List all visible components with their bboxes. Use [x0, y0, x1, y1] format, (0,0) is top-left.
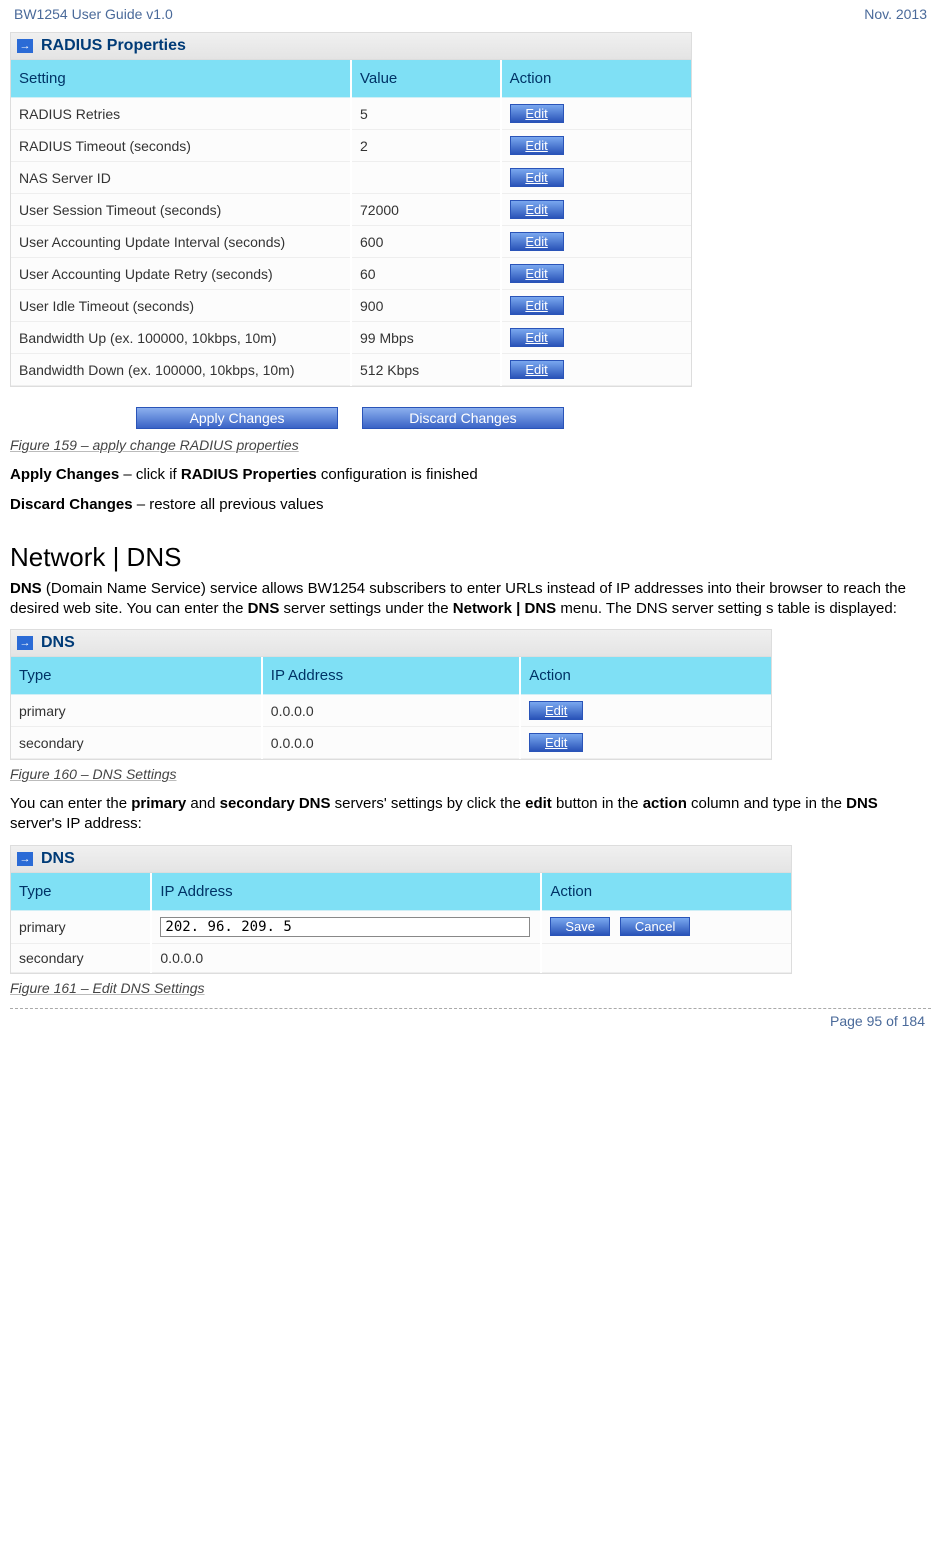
col-ip: IP Address [262, 657, 520, 695]
table-row: User Accounting Update Interval (seconds… [11, 226, 691, 258]
setting-value: 2 [351, 130, 501, 162]
discard-changes-bold: Discard Changes [10, 496, 133, 513]
apply-changes-button[interactable]: Apply Changes [136, 407, 338, 429]
setting-label: Bandwidth Down (ex. 100000, 10kbps, 10m) [11, 354, 351, 386]
setting-value: 72000 [351, 194, 501, 226]
edit-button[interactable]: Edit [529, 733, 583, 752]
dns-intro-text: DNS (Domain Name Service) service allows… [10, 579, 931, 620]
col-type: Type [11, 873, 151, 911]
setting-value: 60 [351, 258, 501, 290]
radius-table: Setting Value Action RADIUS Retries 5 Ed… [11, 60, 691, 386]
discard-changes-text: Discard Changes – restore all previous v… [10, 495, 931, 515]
table-row: RADIUS Retries 5 Edit [11, 98, 691, 130]
col-action: Action [541, 873, 791, 911]
arrow-icon: → [17, 636, 33, 650]
edit-button[interactable]: Edit [510, 264, 564, 283]
save-button[interactable]: Save [550, 917, 610, 936]
edit-button[interactable]: Edit [510, 136, 564, 155]
setting-label: RADIUS Retries [11, 98, 351, 130]
setting-value [351, 162, 501, 194]
setting-label: User Accounting Update Retry (seconds) [11, 258, 351, 290]
footer-separator [10, 1008, 931, 1009]
setting-value: 600 [351, 226, 501, 258]
cancel-button[interactable]: Cancel [620, 917, 690, 936]
doc-title: BW1254 User Guide v1.0 [14, 6, 173, 22]
table-row: primary 0.0.0.0 Edit [11, 695, 771, 727]
setting-label: RADIUS Timeout (seconds) [11, 130, 351, 162]
figure-caption-160: Figure 160 – DNS Settings [10, 766, 931, 782]
section-heading-network-dns: Network | DNS [10, 542, 931, 573]
dns-ip: 0.0.0.0 [262, 695, 520, 727]
arrow-icon: → [17, 852, 33, 866]
edit-button[interactable]: Edit [510, 168, 564, 187]
edit-button[interactable]: Edit [510, 104, 564, 123]
setting-value: 5 [351, 98, 501, 130]
table-row: User Session Timeout (seconds) 72000 Edi… [11, 194, 691, 226]
figure-caption-161: Figure 161 – Edit DNS Settings [10, 980, 931, 996]
panel-title-text: DNS [41, 634, 75, 652]
table-row: secondary 0.0.0.0 Edit [11, 727, 771, 759]
setting-label: User Idle Timeout (seconds) [11, 290, 351, 322]
apply-changes-bold: Apply Changes [10, 466, 119, 483]
dns-type: primary [11, 695, 262, 727]
panel-title: → DNS [11, 846, 791, 873]
setting-label: Bandwidth Up (ex. 100000, 10kbps, 10m) [11, 322, 351, 354]
dns-type: primary [11, 910, 151, 943]
table-row: secondary 0.0.0.0 [11, 943, 791, 972]
setting-value: 900 [351, 290, 501, 322]
col-value: Value [351, 60, 501, 98]
edit-button[interactable]: Edit [510, 232, 564, 251]
edit-button[interactable]: Edit [510, 296, 564, 315]
table-row: Bandwidth Down (ex. 100000, 10kbps, 10m)… [11, 354, 691, 386]
figure-caption-159: Figure 159 – apply change RADIUS propert… [10, 437, 931, 453]
table-row: Bandwidth Up (ex. 100000, 10kbps, 10m) 9… [11, 322, 691, 354]
col-ip: IP Address [151, 873, 541, 911]
col-type: Type [11, 657, 262, 695]
setting-label: User Session Timeout (seconds) [11, 194, 351, 226]
edit-button[interactable]: Edit [510, 360, 564, 379]
edit-button[interactable]: Edit [529, 701, 583, 720]
dns-edit-panel: → DNS Type IP Address Action primary [10, 845, 792, 974]
table-header-row: Setting Value Action [11, 60, 691, 98]
dns-panel: → DNS Type IP Address Action primary 0.0… [10, 629, 772, 760]
setting-label: NAS Server ID [11, 162, 351, 194]
edit-button[interactable]: Edit [510, 200, 564, 219]
dns-table: Type IP Address Action primary 0.0.0.0 E… [11, 657, 771, 759]
table-header-row: Type IP Address Action [11, 657, 771, 695]
doc-header: BW1254 User Guide v1.0 Nov. 2013 [10, 0, 931, 32]
apply-changes-text: Apply Changes – click if RADIUS Properti… [10, 465, 931, 485]
table-row: User Idle Timeout (seconds) 900 Edit [11, 290, 691, 322]
dns-type: secondary [11, 727, 262, 759]
table-row: RADIUS Timeout (seconds) 2 Edit [11, 130, 691, 162]
page-number: Page 95 of 184 [10, 1011, 931, 1039]
setting-value: 512 Kbps [351, 354, 501, 386]
dns-ip: 0.0.0.0 [151, 943, 541, 972]
table-row: primary Save Cancel [11, 910, 791, 943]
dns-ip-input[interactable] [160, 917, 530, 937]
col-action: Action [520, 657, 771, 695]
col-action: Action [501, 60, 691, 98]
panel-title: → DNS [11, 630, 771, 657]
table-header-row: Type IP Address Action [11, 873, 791, 911]
table-row: User Accounting Update Retry (seconds) 6… [11, 258, 691, 290]
edit-button[interactable]: Edit [510, 328, 564, 347]
radius-properties-panel: → RADIUS Properties Setting Value Action… [10, 32, 692, 387]
setting-label: User Accounting Update Interval (seconds… [11, 226, 351, 258]
discard-changes-button[interactable]: Discard Changes [362, 407, 564, 429]
dns-edit-table: Type IP Address Action primary Save Canc… [11, 873, 791, 973]
table-row: NAS Server ID Edit [11, 162, 691, 194]
dns-edit-instructions: You can enter the primary and secondary … [10, 794, 931, 835]
arrow-icon: → [17, 39, 33, 53]
panel-title-text: RADIUS Properties [41, 37, 186, 55]
setting-value: 99 Mbps [351, 322, 501, 354]
panel-title-text: DNS [41, 850, 75, 868]
col-setting: Setting [11, 60, 351, 98]
panel-title: → RADIUS Properties [11, 33, 691, 60]
doc-date: Nov. 2013 [864, 6, 927, 22]
dns-ip: 0.0.0.0 [262, 727, 520, 759]
dns-type: secondary [11, 943, 151, 972]
